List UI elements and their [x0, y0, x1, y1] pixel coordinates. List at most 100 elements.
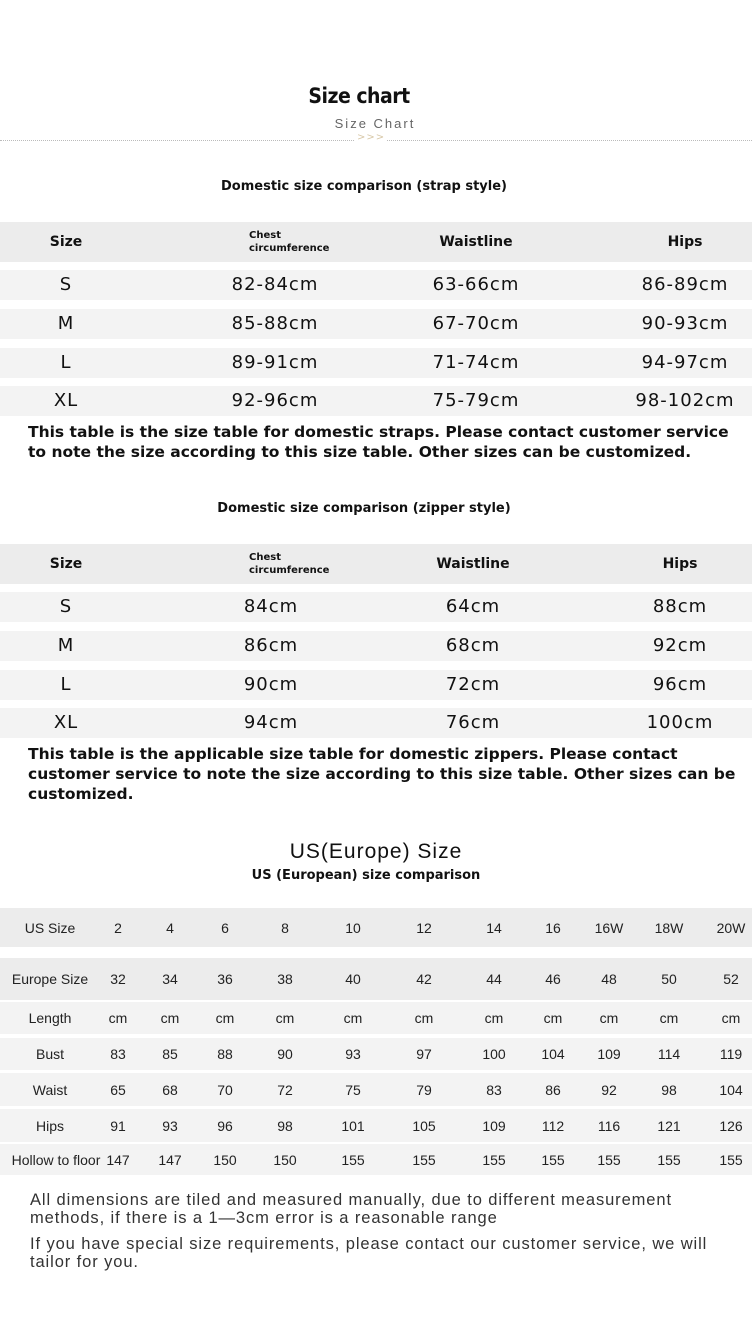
row-label: Europe Size [11, 971, 89, 987]
table-cell: 4 [166, 919, 174, 936]
table-cell: 79 [416, 1081, 432, 1098]
table-cell: 85-88cm [231, 313, 319, 334]
row-label: US Size [24, 919, 76, 936]
us-subtitle: US (European) size comparison [251, 868, 481, 883]
table-cell: 86 [545, 1081, 561, 1098]
us-table-row: Hips 91 93 96 98 101 105 109 112 116 121 126 [0, 1109, 752, 1142]
table-cell: 64cm [445, 596, 501, 617]
table-cell: 10 [345, 919, 361, 936]
header-chest: Chest circumference [249, 230, 330, 254]
us-table-row: Length cm cm cm cm cm cm cm cm cm cm cm [0, 1002, 752, 1034]
table-cell: 76cm [445, 712, 501, 733]
table-cell: 71-74cm [432, 352, 520, 373]
table-cell: 18W [654, 919, 684, 936]
page-title: Size chart [308, 84, 410, 108]
table-cell: 50 [661, 971, 677, 987]
table-cell: 20W [716, 919, 746, 936]
table-cell: 91 [110, 1117, 126, 1134]
table-cell: 38 [277, 971, 293, 987]
table-cell: L [60, 352, 72, 373]
table-cell: 83 [110, 1046, 126, 1062]
table-cell: 86-89cm [641, 274, 729, 295]
table-cell: XL [53, 390, 79, 411]
table-cell: L [60, 674, 72, 695]
table-cell: 98 [661, 1081, 677, 1098]
table-cell: 97 [416, 1046, 432, 1062]
table-cell: 44 [486, 971, 502, 987]
table-cell: 150 [213, 1151, 237, 1168]
row-label: Waist [32, 1081, 68, 1098]
table-cell: 155 [719, 1151, 743, 1168]
table-cell: 126 [719, 1117, 743, 1134]
row-label: Hollow to floor [11, 1151, 101, 1168]
table-cell: cm [599, 1010, 619, 1026]
table-cell: 105 [412, 1117, 436, 1134]
table-cell: 16W [594, 919, 624, 936]
table-cell: 94cm [243, 712, 299, 733]
table-cell: 96cm [652, 674, 708, 695]
table-cell: 42 [416, 971, 432, 987]
table-cell: 65 [110, 1081, 126, 1098]
table-cell: 92 [601, 1081, 617, 1098]
table-cell: 90cm [243, 674, 299, 695]
table-cell: 67-70cm [432, 313, 520, 334]
header-chest: Chest circumference [249, 552, 330, 576]
table-cell: 100 [482, 1046, 506, 1062]
table-cell: 93 [345, 1046, 361, 1062]
table-cell: 150 [273, 1151, 297, 1168]
table-cell: 40 [345, 971, 361, 987]
table-cell: 104 [541, 1046, 565, 1062]
table-cell: 116 [597, 1117, 621, 1134]
table-row: L 90cm 72cm 96cm [0, 670, 752, 700]
table-cell: 155 [412, 1151, 436, 1168]
table-row: L 89-91cm 71-74cm 94-97cm [0, 348, 752, 378]
table-cell: 90 [277, 1046, 293, 1062]
table-cell: 34 [162, 971, 178, 987]
row-label: Bust [35, 1046, 65, 1062]
custom-size-note: If you have special size requirements, p… [30, 1235, 708, 1271]
table-cell: 63-66cm [432, 274, 520, 295]
table-cell: 147 [158, 1151, 182, 1168]
table-row: S 84cm 64cm 88cm [0, 592, 752, 622]
table-cell: 155 [341, 1151, 365, 1168]
header-hips: Hips [662, 556, 698, 572]
table-cell: 98-102cm [635, 390, 735, 411]
table-cell: 2 [114, 919, 122, 936]
us-table-row: US Size 2 4 6 8 10 12 14 16 16W 18W 20W [0, 908, 752, 947]
table-cell: 155 [597, 1151, 621, 1168]
table-cell: 119 [719, 1046, 743, 1062]
table-cell: M [57, 313, 75, 334]
table-cell: 92cm [652, 635, 708, 656]
table-cell: S [59, 274, 73, 295]
table-cell: 155 [657, 1151, 681, 1168]
table-cell: 89-91cm [231, 352, 319, 373]
table-cell: cm [275, 1010, 295, 1026]
table-cell: cm [543, 1010, 563, 1026]
us-table-row: Europe Size 32 34 36 38 40 42 44 46 48 50 52 [0, 958, 752, 1000]
table-cell: 75-79cm [432, 390, 520, 411]
table-cell: 88cm [652, 596, 708, 617]
table-row: M 86cm 68cm 92cm [0, 631, 752, 661]
table-cell: 88 [217, 1046, 233, 1062]
strap-note: This table is the size table for domesti… [28, 423, 729, 461]
table-cell: cm [108, 1010, 128, 1026]
table-cell: 68 [162, 1081, 178, 1098]
row-label: Length [28, 1010, 72, 1026]
header-hips: Hips [667, 234, 703, 250]
table-cell: 112 [541, 1117, 565, 1134]
table-cell: 82-84cm [231, 274, 319, 295]
header-waistline: Waistline [436, 556, 510, 572]
header-waistline: Waistline [439, 234, 513, 250]
table-cell: 14 [486, 919, 502, 936]
table-cell: 72 [277, 1081, 293, 1098]
table-cell: 52 [723, 971, 739, 987]
zipper-note: This table is the applicable size table … [28, 745, 736, 803]
table-cell: 32 [110, 971, 126, 987]
table-cell: 94-97cm [641, 352, 729, 373]
table-cell: 48 [601, 971, 617, 987]
table-cell: 75 [345, 1081, 361, 1098]
table-cell: 109 [597, 1046, 621, 1062]
table-cell: 70 [217, 1081, 233, 1098]
strap-table-title: Domestic size comparison (strap style) [221, 179, 507, 194]
table-cell: 90-93cm [641, 313, 729, 334]
